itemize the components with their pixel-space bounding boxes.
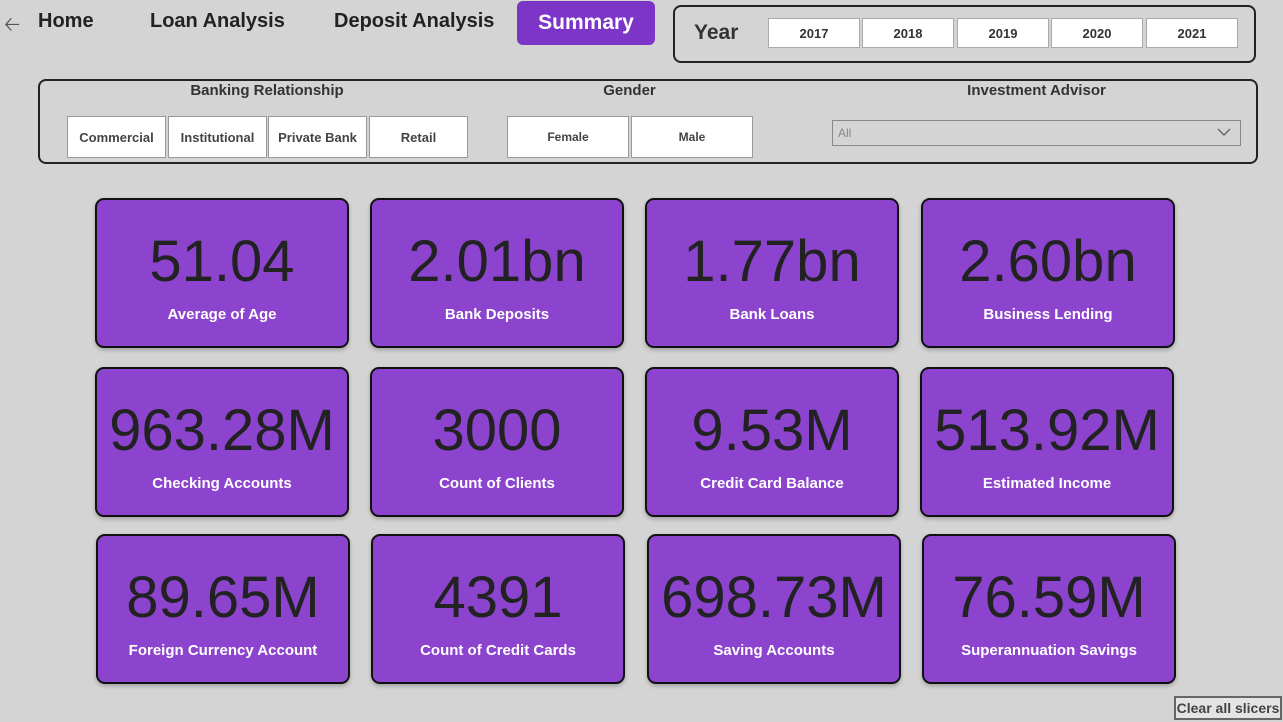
clear-all-slicers-button[interactable]: Clear all slicers xyxy=(1174,696,1282,720)
kpi-card-count-of-credit-cards: 4391 Count of Credit Cards xyxy=(371,534,625,684)
kpi-label: Saving Accounts xyxy=(713,642,835,659)
gender-title: Gender xyxy=(603,82,656,99)
back-arrow-icon[interactable]: 🡠 xyxy=(4,14,21,36)
nav-loan-analysis[interactable]: Loan Analysis xyxy=(150,10,285,32)
year-option-2021[interactable]: 2021 xyxy=(1146,18,1238,48)
kpi-label: Superannuation Savings xyxy=(961,642,1137,659)
kpi-value: 2.60bn xyxy=(959,229,1137,294)
kpi-value: 963.28M xyxy=(109,398,335,463)
chip-institutional[interactable]: Institutional xyxy=(168,116,267,158)
kpi-value: 3000 xyxy=(432,398,562,463)
kpi-card-count-of-clients: 3000 Count of Clients xyxy=(370,367,624,517)
kpi-value: 9.53M xyxy=(691,398,853,463)
kpi-card-credit-card-balance: 9.53M Credit Card Balance xyxy=(645,367,899,517)
kpi-label: Average of Age xyxy=(167,306,277,323)
kpi-card-saving-accounts: 698.73M Saving Accounts xyxy=(647,534,901,684)
kpi-label: Credit Card Balance xyxy=(700,475,844,492)
kpi-card-bank-deposits: 2.01bn Bank Deposits xyxy=(370,198,624,348)
kpi-card-business-lending: 2.60bn Business Lending xyxy=(921,198,1175,348)
kpi-value: 513.92M xyxy=(934,398,1160,463)
kpi-label: Estimated Income xyxy=(982,475,1112,492)
chip-private-bank[interactable]: Private Bank xyxy=(268,116,367,158)
chip-retail[interactable]: Retail xyxy=(369,116,468,158)
kpi-value: 51.04 xyxy=(149,229,295,294)
chevron-down-icon xyxy=(1216,124,1232,143)
kpi-label: Bank Deposits xyxy=(444,306,550,323)
investment-advisor-dropdown[interactable]: All xyxy=(832,120,1241,146)
kpi-card-bank-loans: 1.77bn Bank Loans xyxy=(645,198,899,348)
kpi-label: Foreign Currency Account xyxy=(128,642,318,659)
chip-male[interactable]: Male xyxy=(631,116,753,158)
kpi-value: 698.73M xyxy=(661,565,887,630)
filter-panel xyxy=(38,79,1258,164)
kpi-value: 76.59M xyxy=(952,565,1146,630)
kpi-label: Count of Clients xyxy=(439,475,555,492)
kpi-label: Bank Loans xyxy=(729,306,815,323)
kpi-label: Count of Credit Cards xyxy=(420,642,576,659)
kpi-label: Checking Accounts xyxy=(152,475,292,492)
kpi-value: 2.01bn xyxy=(408,229,586,294)
year-option-2020[interactable]: 2020 xyxy=(1051,18,1143,48)
kpi-value: 89.65M xyxy=(126,565,320,630)
kpi-value: 1.77bn xyxy=(683,229,861,294)
kpi-label: Business Lending xyxy=(983,306,1113,323)
nav-summary[interactable]: Summary xyxy=(517,1,655,45)
kpi-card-estimated-income: 513.92M Estimated Income xyxy=(920,367,1174,517)
kpi-card-foreign-currency-account: 89.65M Foreign Currency Account xyxy=(96,534,350,684)
kpi-card-average-age: 51.04 Average of Age xyxy=(95,198,349,348)
investment-advisor-title: Investment Advisor xyxy=(967,82,1106,99)
chip-commercial[interactable]: Commercial xyxy=(67,116,166,158)
year-option-2017[interactable]: 2017 xyxy=(768,18,860,48)
banking-relationship-title: Banking Relationship xyxy=(190,82,344,99)
chip-female[interactable]: Female xyxy=(507,116,629,158)
year-option-2019[interactable]: 2019 xyxy=(957,18,1049,48)
nav-deposit-analysis[interactable]: Deposit Analysis xyxy=(334,10,495,32)
year-option-2018[interactable]: 2018 xyxy=(862,18,954,48)
nav-home[interactable]: Home xyxy=(38,10,94,32)
kpi-card-superannuation-savings: 76.59M Superannuation Savings xyxy=(922,534,1176,684)
year-slicer-label: Year xyxy=(694,21,739,44)
investment-advisor-value: All xyxy=(838,126,852,140)
kpi-card-checking-accounts: 963.28M Checking Accounts xyxy=(95,367,349,517)
kpi-value: 4391 xyxy=(433,565,563,630)
